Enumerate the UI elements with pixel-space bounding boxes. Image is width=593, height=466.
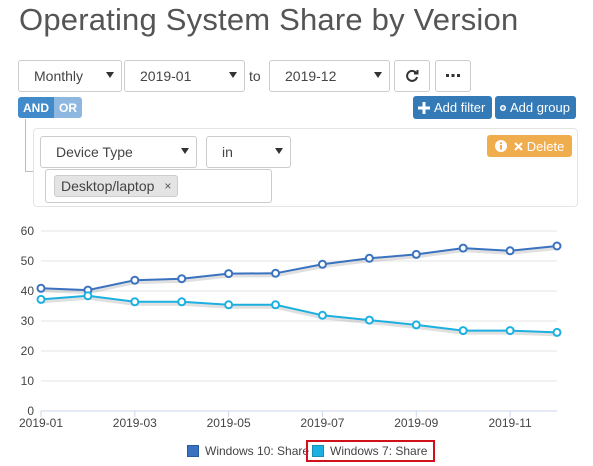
line-chart: 0 10 20 30 40 50 60 2019-01 2019-03 2019-05 2019-0… <box>19 224 562 430</box>
value-multiselect[interactable]: Desktop/laptop × <box>45 169 272 203</box>
data-point <box>83 291 93 301</box>
and-button[interactable]: AND <box>18 97 54 118</box>
page-title: Operating System Share by Version <box>19 2 519 37</box>
data-point <box>317 259 327 269</box>
data-point <box>317 310 327 320</box>
operator-select[interactable]: in <box>206 136 291 168</box>
data-point <box>552 327 562 337</box>
legend-item-windows-10[interactable]: Windows 10: Share <box>187 440 309 462</box>
legend-swatch-windows-7 <box>312 445 324 457</box>
and-or-toggle: AND OR <box>18 97 82 118</box>
y-tick-label: 10 <box>21 374 35 388</box>
data-point <box>271 268 281 278</box>
to-date-select[interactable]: 2019-12 <box>269 60 390 92</box>
chevron-down-icon <box>181 148 189 154</box>
data-point <box>224 300 234 310</box>
field-select-value: Device Type <box>56 144 133 160</box>
field-select[interactable]: Device Type <box>40 136 197 168</box>
remove-tag-button[interactable]: × <box>164 179 172 193</box>
data-point <box>364 253 374 263</box>
data-point <box>177 297 187 307</box>
y-tick-label: 40 <box>21 284 35 298</box>
plus-circle-icon <box>500 104 506 111</box>
x-tick-label: 2019-11 <box>489 416 532 430</box>
delete-group: Delete <box>514 138 565 154</box>
y-tick-label: 50 <box>21 254 35 268</box>
series-shadow <box>40 295 558 337</box>
data-point <box>36 294 46 304</box>
to-label: to <box>249 68 261 84</box>
data-point <box>505 326 515 336</box>
operator-select-value: in <box>222 144 233 160</box>
delete-rule-button[interactable]: Delete <box>487 135 572 157</box>
info-icon <box>494 140 507 152</box>
refresh-icon <box>406 69 419 82</box>
data-point <box>130 297 140 307</box>
period-select-value: Monthly <box>34 68 84 84</box>
x-tick-label: 2019-05 <box>207 416 251 430</box>
plus-icon <box>418 101 430 114</box>
data-point <box>411 249 421 259</box>
data-point <box>177 274 187 284</box>
chevron-down-icon <box>229 72 237 78</box>
data-point <box>505 246 515 256</box>
x-tick-label: 2019-09 <box>394 416 438 430</box>
data-point <box>411 320 421 330</box>
delete-label: Delete <box>526 138 565 154</box>
group-connector <box>25 119 35 172</box>
more-options-button[interactable] <box>435 60 471 92</box>
to-date-value: 2019-12 <box>285 68 337 84</box>
from-date-select[interactable]: 2019-01 <box>124 60 245 92</box>
y-tick-label: 20 <box>21 344 35 358</box>
data-point <box>224 269 234 279</box>
chevron-down-icon <box>374 72 382 78</box>
y-tick-label: 60 <box>21 224 35 238</box>
x-tick-label: 2019-07 <box>300 416 344 430</box>
value-tag: Desktop/laptop × <box>54 175 179 197</box>
or-button[interactable]: OR <box>54 97 82 118</box>
legend-label-windows-7: Windows 7: Share <box>330 444 428 458</box>
legend-swatch-windows-10 <box>187 445 199 457</box>
series-line <box>40 245 558 292</box>
data-point <box>364 315 374 325</box>
value-tag-label: Desktop/laptop <box>61 178 155 194</box>
data-point <box>36 283 46 293</box>
legend-label-windows-10: Windows 10: Share <box>205 444 310 458</box>
add-filter-button[interactable]: Add filter <box>413 96 492 119</box>
times-icon <box>514 141 523 151</box>
x-tick-label: 2019-03 <box>113 416 157 430</box>
refresh-button[interactable] <box>394 60 430 92</box>
add-group-label: Add group <box>510 100 570 115</box>
chevron-down-icon <box>106 72 114 78</box>
from-date-value: 2019-01 <box>140 68 192 84</box>
ellipsis-icon <box>446 74 460 77</box>
data-point <box>458 243 468 253</box>
data-point <box>271 300 281 310</box>
add-group-button[interactable]: Add group <box>495 96 576 119</box>
data-point <box>458 326 468 336</box>
add-filter-label: Add filter <box>434 100 486 115</box>
y-tick-label: 0 <box>27 404 34 418</box>
y-tick-label: 30 <box>21 314 35 328</box>
period-select[interactable]: Monthly <box>18 60 122 92</box>
series-shadow <box>40 246 558 295</box>
chevron-down-icon <box>275 148 283 154</box>
data-point <box>552 241 562 251</box>
series-line <box>40 294 558 334</box>
data-point <box>130 275 140 285</box>
x-tick-label: 2019-01 <box>19 416 63 430</box>
legend-item-windows-7[interactable]: Windows 7: Share <box>306 440 436 462</box>
